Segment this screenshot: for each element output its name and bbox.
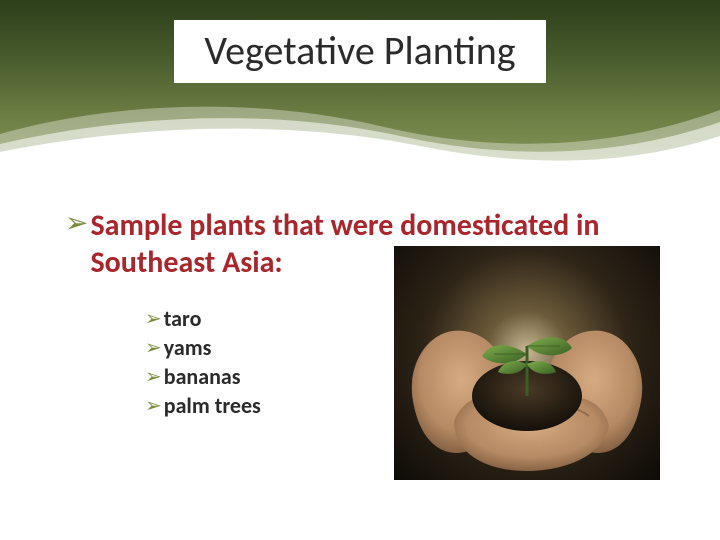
seedling-illustration-icon bbox=[394, 246, 660, 480]
sub-item-label: bananas bbox=[164, 363, 241, 390]
sub-item-label: taro bbox=[164, 305, 202, 332]
bullet-marker-icon: ➢ bbox=[145, 306, 162, 331]
title-container: Vegetative Planting bbox=[0, 20, 720, 83]
bullet-marker-icon: ➢ bbox=[145, 335, 162, 360]
sub-item-label: palm trees bbox=[164, 392, 261, 419]
slide: Vegetative Planting ➢ Sample plants that… bbox=[0, 0, 720, 540]
bullet-marker-icon: ➢ bbox=[145, 364, 162, 389]
bullet-marker-icon: ➢ bbox=[65, 208, 88, 239]
slide-title: Vegetative Planting bbox=[174, 20, 545, 83]
seedling-photo bbox=[394, 246, 660, 480]
bullet-marker-icon: ➢ bbox=[145, 393, 162, 418]
sub-item-label: yams bbox=[164, 334, 212, 361]
